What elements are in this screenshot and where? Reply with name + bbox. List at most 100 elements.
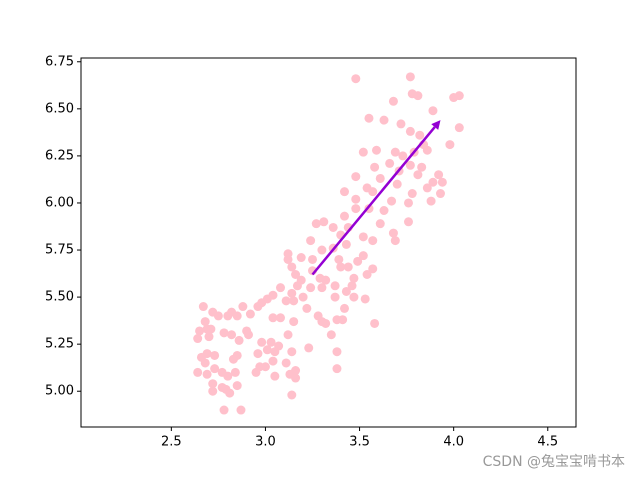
point: [336, 262, 346, 272]
point: [407, 189, 417, 199]
point: [339, 303, 349, 313]
point: [422, 145, 432, 155]
point: [208, 386, 218, 396]
point: [227, 330, 237, 340]
point: [428, 177, 438, 187]
point: [360, 294, 370, 304]
point: [370, 318, 380, 328]
point: [225, 388, 235, 398]
point: [445, 140, 455, 150]
point: [415, 130, 425, 140]
plot-frame: [80, 57, 577, 428]
y-tick-label: 6.75: [45, 54, 74, 69]
point: [351, 172, 361, 182]
point: [204, 332, 214, 342]
point: [238, 302, 248, 312]
point: [283, 330, 293, 340]
point: [413, 170, 423, 180]
point: [388, 228, 398, 238]
point: [306, 283, 316, 293]
point: [298, 292, 308, 302]
point: [390, 147, 400, 157]
point: [270, 371, 280, 381]
point: [287, 347, 297, 357]
point: [306, 236, 316, 246]
point: [251, 367, 261, 377]
point: [287, 288, 297, 298]
point: [193, 367, 203, 377]
point: [206, 324, 216, 334]
point: [370, 162, 380, 172]
point: [287, 390, 297, 400]
point: [349, 273, 359, 283]
point: [266, 337, 276, 347]
point: [234, 335, 244, 345]
point: [268, 313, 278, 323]
point: [405, 126, 415, 136]
point: [223, 371, 233, 381]
point: [358, 232, 368, 242]
point: [358, 251, 368, 261]
y-tick-label: 6.50: [45, 101, 74, 116]
point: [317, 317, 327, 327]
point: [347, 281, 357, 291]
point: [437, 177, 447, 187]
point: [311, 219, 321, 229]
point: [232, 381, 242, 391]
point: [283, 254, 293, 264]
arrow: [311, 126, 436, 276]
watermark: CSDN @兔宝宝啃书本: [483, 454, 625, 470]
point: [236, 405, 246, 415]
point: [292, 281, 302, 291]
point: [321, 275, 331, 285]
point: [434, 170, 444, 180]
point: [364, 113, 374, 123]
point: [200, 317, 210, 327]
point: [351, 74, 361, 84]
point: [202, 369, 212, 379]
point: [341, 239, 351, 249]
point: [195, 326, 205, 336]
point: [422, 183, 432, 193]
point: [368, 236, 378, 246]
point: [343, 262, 353, 272]
point: [334, 254, 344, 264]
point: [208, 307, 218, 317]
point: [281, 358, 291, 368]
x-tick-label: 3.5: [349, 435, 370, 450]
point: [260, 362, 270, 372]
point: [289, 317, 299, 327]
point: [270, 347, 280, 357]
point: [326, 330, 336, 340]
point: [308, 254, 318, 264]
point: [390, 236, 400, 246]
arrow-head: [431, 120, 441, 130]
x-tick-label: 2.5: [161, 435, 182, 450]
point: [291, 373, 301, 383]
point: [338, 315, 348, 325]
point: [375, 173, 385, 183]
point: [328, 222, 338, 232]
point: [281, 296, 291, 306]
point: [330, 281, 340, 291]
point: [276, 283, 286, 293]
point: [332, 347, 342, 357]
point: [257, 337, 267, 347]
y-tick-label: 5.25: [45, 337, 74, 352]
point: [276, 313, 286, 323]
y-tick-label: 5.50: [45, 290, 74, 305]
point: [198, 302, 208, 312]
point: [291, 270, 301, 280]
point: [353, 256, 363, 266]
point: [403, 217, 413, 227]
point: [210, 350, 220, 360]
point: [387, 196, 397, 206]
point: [332, 364, 342, 374]
y-tick-label: 6.25: [45, 148, 74, 163]
point: [253, 349, 263, 359]
point: [287, 262, 297, 272]
point: [405, 72, 415, 82]
point: [375, 219, 385, 229]
point: [368, 187, 378, 197]
point: [435, 189, 445, 199]
